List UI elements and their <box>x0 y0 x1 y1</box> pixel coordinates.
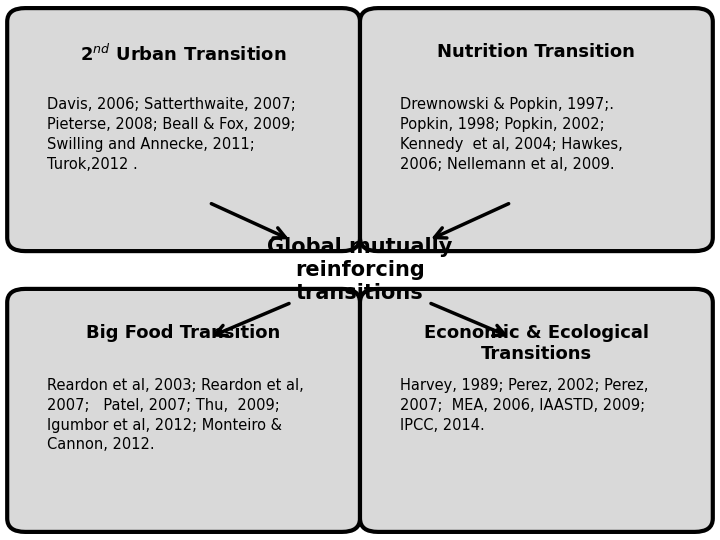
Text: Nutrition Transition: Nutrition Transition <box>438 43 635 61</box>
Text: Harvey, 1989; Perez, 2002; Perez,
2007;  MEA, 2006, IAASTD, 2009;
IPCC, 2014.: Harvey, 1989; Perez, 2002; Perez, 2007; … <box>400 378 648 433</box>
FancyBboxPatch shape <box>360 289 713 532</box>
FancyBboxPatch shape <box>360 8 713 251</box>
Text: Reardon et al, 2003; Reardon et al,
2007;   Patel, 2007; Thu,  2009;
Igumbor et : Reardon et al, 2003; Reardon et al, 2007… <box>47 378 304 453</box>
Text: Davis, 2006; Satterthwaite, 2007;
Pieterse, 2008; Beall & Fox, 2009;
Swilling an: Davis, 2006; Satterthwaite, 2007; Pieter… <box>47 97 295 172</box>
Text: Global mutually
reinforcing
transitions: Global mutually reinforcing transitions <box>267 237 453 303</box>
Text: Economic & Ecological
Transitions: Economic & Ecological Transitions <box>424 324 649 363</box>
Text: Drewnowski & Popkin, 1997;.
Popkin, 1998; Popkin, 2002;
Kennedy  et al, 2004; Ha: Drewnowski & Popkin, 1997;. Popkin, 1998… <box>400 97 622 172</box>
FancyBboxPatch shape <box>7 289 360 532</box>
FancyBboxPatch shape <box>7 8 360 251</box>
Text: Big Food Transition: Big Food Transition <box>86 324 281 342</box>
Text: 2$^{nd}$ Urban Transition: 2$^{nd}$ Urban Transition <box>81 43 287 64</box>
